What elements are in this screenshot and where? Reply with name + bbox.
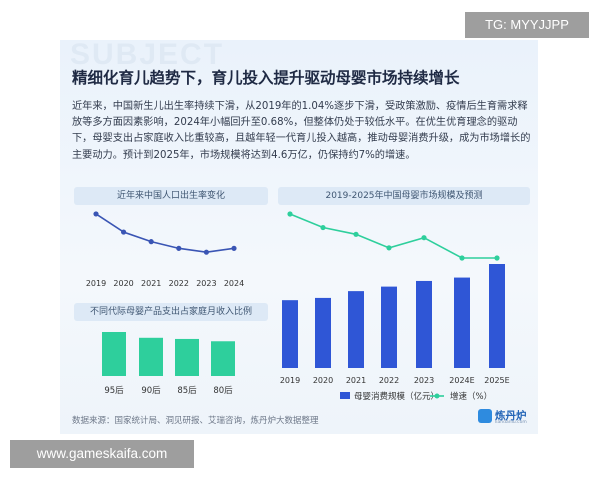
birth-rate-line-chart: 2019 2020 2021 2022 2023 2024	[86, 211, 244, 288]
intro-paragraph: 近年来，中国新生儿出生率持续下滑，从2019年的1.04%逐步下滑，受政策激励、…	[72, 101, 531, 161]
market-size-bar	[282, 300, 298, 368]
generation-spend-bar	[102, 332, 126, 376]
birth-rate-x-label: 2019	[86, 279, 106, 288]
birth-rate-point	[176, 245, 182, 251]
birth-rate-chart-title: 近年来中国人口出生率变化	[74, 187, 268, 205]
birth-rate-point	[203, 249, 209, 255]
market-x-label: 2021	[346, 376, 366, 385]
generation-spend-chart-title: 不同代际母婴产品支出占家庭月收入比例	[74, 303, 268, 321]
bottom-watermark-tag: www.gameskaifa.com	[10, 440, 194, 468]
generation-x-label: 95后	[104, 385, 124, 396]
growth-rate-point	[287, 211, 293, 217]
market-size-bar	[489, 264, 505, 368]
generation-x-label: 90后	[141, 385, 161, 396]
generation-x-label: 85后	[177, 385, 197, 396]
market-size-bar	[454, 277, 470, 368]
growth-rate-point	[421, 235, 427, 241]
generation-spend-bar	[175, 338, 199, 376]
brand-logo: 炼丹炉 liandanlu.com	[478, 408, 536, 428]
market-size-combo-chart: 2019 2020 2021 2022 2023 2024E 2025E 母婴消费规模（亿元）…	[280, 211, 510, 402]
logo-text: 炼丹炉	[495, 410, 527, 422]
market-x-label: 2019	[280, 376, 300, 385]
growth-rate-point	[320, 224, 326, 231]
legend-bar-label: 母婴消费规模（亿元）	[354, 391, 439, 402]
birth-rate-point	[93, 211, 99, 217]
birth-rate-x-label: 2021	[141, 279, 161, 288]
birth-rate-point	[121, 229, 127, 235]
birth-rate-point	[148, 239, 154, 245]
birth-rate-x-label: 2024	[224, 279, 244, 288]
market-size-bar	[315, 297, 331, 368]
market-x-label: 2020	[313, 376, 333, 385]
market-size-bar	[416, 280, 432, 368]
birth-rate-line	[95, 213, 235, 253]
market-size-bar	[381, 286, 397, 368]
logo-subtext: liandanlu.com	[495, 420, 527, 425]
generation-x-label: 80后	[213, 385, 233, 396]
page-title: 精细化育儿趋势下，育儿投入提升驱动母婴市场持续增长	[72, 69, 460, 87]
legend-line-dot	[434, 393, 440, 399]
market-x-label: 2024E	[449, 376, 474, 385]
birth-rate-x-label: 2022	[169, 279, 189, 288]
generation-spend-bar	[211, 341, 235, 376]
background-watermark: SUBJECT	[70, 38, 225, 71]
market-x-label: 2025E	[484, 376, 509, 385]
generation-spend-bar	[139, 337, 163, 376]
generation-spend-bar-chart: 95后 90后 85后 80后	[102, 332, 235, 396]
birth-rate-point	[231, 245, 237, 251]
market-size-chart-title: 2019-2025年中国母婴市场规模及预测	[278, 187, 530, 205]
legend-line-label: 增速（%）	[450, 391, 492, 402]
growth-rate-line	[289, 213, 497, 259]
market-x-label: 2023	[414, 376, 434, 385]
growth-rate-point	[459, 255, 465, 261]
flame-icon	[478, 409, 492, 423]
legend-bar-swatch	[340, 392, 350, 399]
top-watermark-tag: TG: MYYJJPP	[465, 12, 589, 38]
growth-rate-point	[386, 245, 392, 251]
data-source-note: 数据来源：国家统计局、洞见研报、艾瑞咨询，炼丹炉大数据整理	[72, 416, 319, 426]
birth-rate-x-label: 2020	[113, 279, 133, 288]
growth-rate-point	[494, 255, 500, 261]
growth-rate-point	[353, 231, 359, 237]
market-size-bar	[348, 291, 364, 368]
market-x-label: 2022	[379, 376, 399, 385]
birth-rate-x-label: 2023	[196, 279, 216, 288]
